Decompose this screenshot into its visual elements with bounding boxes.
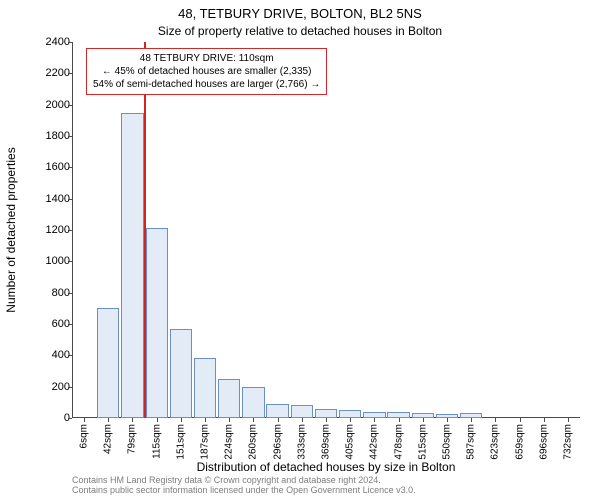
x-tick-label: 6sqm (79, 424, 90, 448)
x-tick-label: 550sqm (441, 424, 452, 460)
x-tick-label: 224sqm (224, 424, 235, 460)
footer-attribution: Contains HM Land Registry data © Crown c… (72, 476, 580, 496)
x-tick-mark (423, 418, 424, 422)
x-tick-mark (205, 418, 206, 422)
x-tick-label: 79sqm (127, 424, 138, 454)
x-tick-label: 333sqm (296, 424, 307, 460)
x-tick-label: 623sqm (490, 424, 501, 460)
x-tick-label: 515sqm (417, 424, 428, 460)
x-tick-mark (326, 418, 327, 422)
y-tick-label: 2400 (46, 36, 70, 48)
footer-line-2: Contains public sector information licen… (72, 485, 416, 495)
x-tick-label: 587sqm (466, 424, 477, 460)
x-tick-mark (229, 418, 230, 422)
footer-line-1: Contains HM Land Registry data © Crown c… (72, 475, 381, 485)
chart-frame: 48, TETBURY DRIVE, BOLTON, BL2 5NS Size … (0, 0, 600, 500)
y-tick-mark (68, 355, 72, 356)
x-tick-label: 151sqm (175, 424, 186, 460)
chart-subtitle: Size of property relative to detached ho… (0, 24, 600, 38)
annotation-line-3: 54% of semi-detached houses are larger (… (93, 78, 320, 91)
x-tick-mark (399, 418, 400, 422)
y-tick-mark (68, 105, 72, 106)
y-tick-label: 2200 (46, 67, 70, 79)
x-tick-mark (157, 418, 158, 422)
x-tick-label: 296sqm (272, 424, 283, 460)
histogram-bar (315, 409, 337, 418)
histogram-bar (242, 387, 264, 418)
annotation-line-1: 48 TETBURY DRIVE: 110sqm (93, 52, 320, 65)
x-tick-label: 42sqm (103, 424, 114, 454)
histogram-bar (266, 404, 288, 418)
y-tick-mark (68, 167, 72, 168)
x-tick-label: 369sqm (321, 424, 332, 460)
histogram-bar (97, 308, 119, 418)
x-tick-mark (108, 418, 109, 422)
x-tick-label: 696sqm (538, 424, 549, 460)
property-marker-line (144, 42, 146, 418)
y-tick-mark (68, 293, 72, 294)
y-tick-mark (68, 230, 72, 231)
x-tick-label: 478sqm (393, 424, 404, 460)
y-tick-mark (68, 418, 72, 419)
x-tick-mark (278, 418, 279, 422)
x-tick-label: 115sqm (151, 424, 162, 459)
annotation-line-2: ← 45% of detached houses are smaller (2,… (93, 65, 320, 78)
x-tick-label: 187sqm (200, 424, 211, 460)
x-tick-mark (495, 418, 496, 422)
y-tick-label: 1000 (46, 255, 70, 267)
y-tick-mark (68, 261, 72, 262)
histogram-bar (170, 329, 192, 418)
x-tick-label: 442sqm (369, 424, 380, 460)
histogram-bar (291, 405, 313, 418)
y-tick-label: 1400 (46, 193, 70, 205)
x-tick-mark (471, 418, 472, 422)
chart-title: 48, TETBURY DRIVE, BOLTON, BL2 5NS (0, 6, 600, 21)
y-tick-label: 2000 (46, 99, 70, 111)
histogram-bar (218, 379, 240, 418)
y-tick-mark (68, 42, 72, 43)
y-tick-label: 1200 (46, 224, 70, 236)
y-tick-label: 1600 (46, 161, 70, 173)
x-tick-mark (253, 418, 254, 422)
histogram-bar (194, 358, 216, 418)
x-tick-mark (181, 418, 182, 422)
histogram-bar (339, 410, 361, 418)
y-tick-label: 1800 (46, 130, 70, 142)
y-tick-mark (68, 199, 72, 200)
y-tick-mark (68, 387, 72, 388)
x-tick-mark (447, 418, 448, 422)
x-tick-mark (302, 418, 303, 422)
x-tick-mark (84, 418, 85, 422)
x-tick-mark (132, 418, 133, 422)
x-tick-mark (568, 418, 569, 422)
x-tick-mark (544, 418, 545, 422)
x-tick-label: 732sqm (562, 424, 573, 460)
y-tick-mark (68, 73, 72, 74)
y-axis-label: Number of detached properties (4, 42, 18, 418)
histogram-bar (146, 228, 168, 418)
x-tick-mark (350, 418, 351, 422)
annotation-box: 48 TETBURY DRIVE: 110sqm← 45% of detache… (86, 48, 327, 95)
histogram-bar (121, 113, 143, 419)
y-tick-mark (68, 136, 72, 137)
x-tick-label: 260sqm (248, 424, 259, 460)
x-tick-mark (520, 418, 521, 422)
y-tick-mark (68, 324, 72, 325)
x-tick-mark (374, 418, 375, 422)
x-tick-label: 405sqm (345, 424, 356, 460)
x-axis-label: Distribution of detached houses by size … (72, 460, 580, 474)
x-tick-label: 659sqm (514, 424, 525, 460)
